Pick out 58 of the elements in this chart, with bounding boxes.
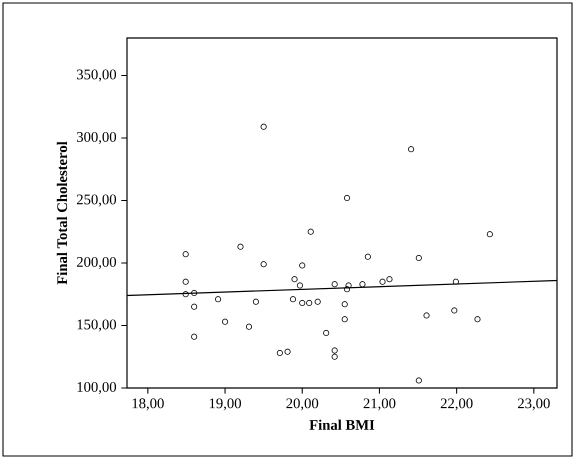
point xyxy=(191,334,198,340)
point xyxy=(215,296,222,302)
point xyxy=(284,348,291,355)
point xyxy=(252,298,259,305)
y-tick-label: 150,00 xyxy=(78,319,116,332)
point xyxy=(222,318,228,325)
x-axis-title: Final BMI xyxy=(309,420,374,430)
point xyxy=(474,316,481,322)
point xyxy=(314,298,321,305)
point xyxy=(290,296,296,302)
point xyxy=(308,228,314,235)
x-tick-label: 22,00 xyxy=(440,398,473,410)
point xyxy=(342,301,348,308)
point xyxy=(344,286,350,292)
y-tick-label: 350,00 xyxy=(76,69,116,82)
point xyxy=(451,307,458,314)
point xyxy=(182,251,189,258)
point xyxy=(416,377,422,384)
point xyxy=(299,262,306,269)
point xyxy=(342,316,348,322)
point xyxy=(276,350,283,356)
x-tick-label: 20,00 xyxy=(286,398,318,410)
point xyxy=(379,278,386,285)
point xyxy=(416,254,422,262)
y-tick-label: 300,00 xyxy=(76,132,116,144)
point xyxy=(364,254,371,260)
x-tick-label: 21,00 xyxy=(364,398,396,410)
y-tick-label: 100,00 xyxy=(78,382,116,394)
x-tick-label: 23,00 xyxy=(518,398,550,410)
point xyxy=(191,290,198,296)
point xyxy=(182,278,189,285)
point xyxy=(260,261,267,268)
point xyxy=(246,324,252,330)
point xyxy=(237,244,244,250)
point xyxy=(344,194,350,202)
point xyxy=(486,231,493,238)
point xyxy=(323,330,330,336)
y-tick-label: 200,00 xyxy=(76,256,116,269)
point xyxy=(291,276,298,282)
point xyxy=(408,146,414,152)
point xyxy=(299,300,306,306)
y-tick-label: 250,00 xyxy=(76,194,116,206)
point xyxy=(345,282,352,289)
point xyxy=(423,312,430,319)
point xyxy=(182,291,189,298)
y-axis-title: Final Total Cholesterol xyxy=(56,142,68,284)
x-tick-label: 18,00 xyxy=(132,398,164,410)
point xyxy=(332,281,338,288)
point xyxy=(386,276,393,282)
point xyxy=(306,300,312,306)
point xyxy=(260,124,267,130)
point xyxy=(332,347,338,354)
point xyxy=(452,278,459,285)
point xyxy=(332,354,338,360)
point xyxy=(191,304,198,310)
point xyxy=(296,282,303,289)
point xyxy=(359,281,366,288)
x-tick-label: 19,00 xyxy=(210,398,241,410)
